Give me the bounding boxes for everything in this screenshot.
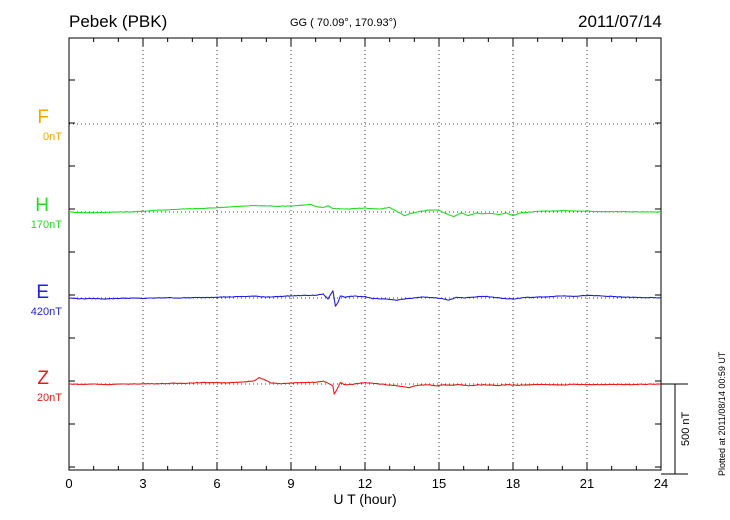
x-tick-label: 9 — [287, 476, 295, 491]
scale-bar-label: 500 nT — [680, 411, 692, 446]
baseline-label-z: 20nT — [36, 392, 62, 404]
series-line-z — [68, 377, 662, 395]
station-title: Pebek (PBK) — [69, 12, 168, 31]
component-label-h: H — [35, 195, 49, 216]
plotted-timestamp: Plotted at 2011/08/14 00:59 UT — [717, 351, 727, 476]
plot-date: 2011/07/14 — [578, 12, 662, 31]
component-label-e: E — [36, 282, 49, 303]
station-coordinates: GG ( 70.09°, 170.93°) — [290, 17, 397, 29]
baseline-label-h: 170nT — [30, 219, 62, 231]
component-label-z: Z — [37, 368, 49, 389]
baseline-label-e: 420nT — [30, 306, 62, 318]
x-tick-label: 18 — [505, 476, 521, 491]
baseline-label-f: 0nT — [43, 131, 62, 143]
x-tick-label: 15 — [431, 476, 447, 491]
series-line-h — [68, 203, 662, 218]
x-tick-label: 3 — [139, 476, 147, 491]
x-tick-label: 24 — [653, 476, 669, 491]
component-label-f: F — [37, 107, 49, 128]
x-tick-label: 0 — [65, 476, 73, 491]
x-tick-label: 12 — [357, 476, 373, 491]
x-axis-label: U T (hour) — [333, 491, 397, 507]
x-tick-label: 21 — [579, 476, 595, 491]
x-tick-label: 6 — [213, 476, 221, 491]
series-line-e — [68, 290, 662, 307]
